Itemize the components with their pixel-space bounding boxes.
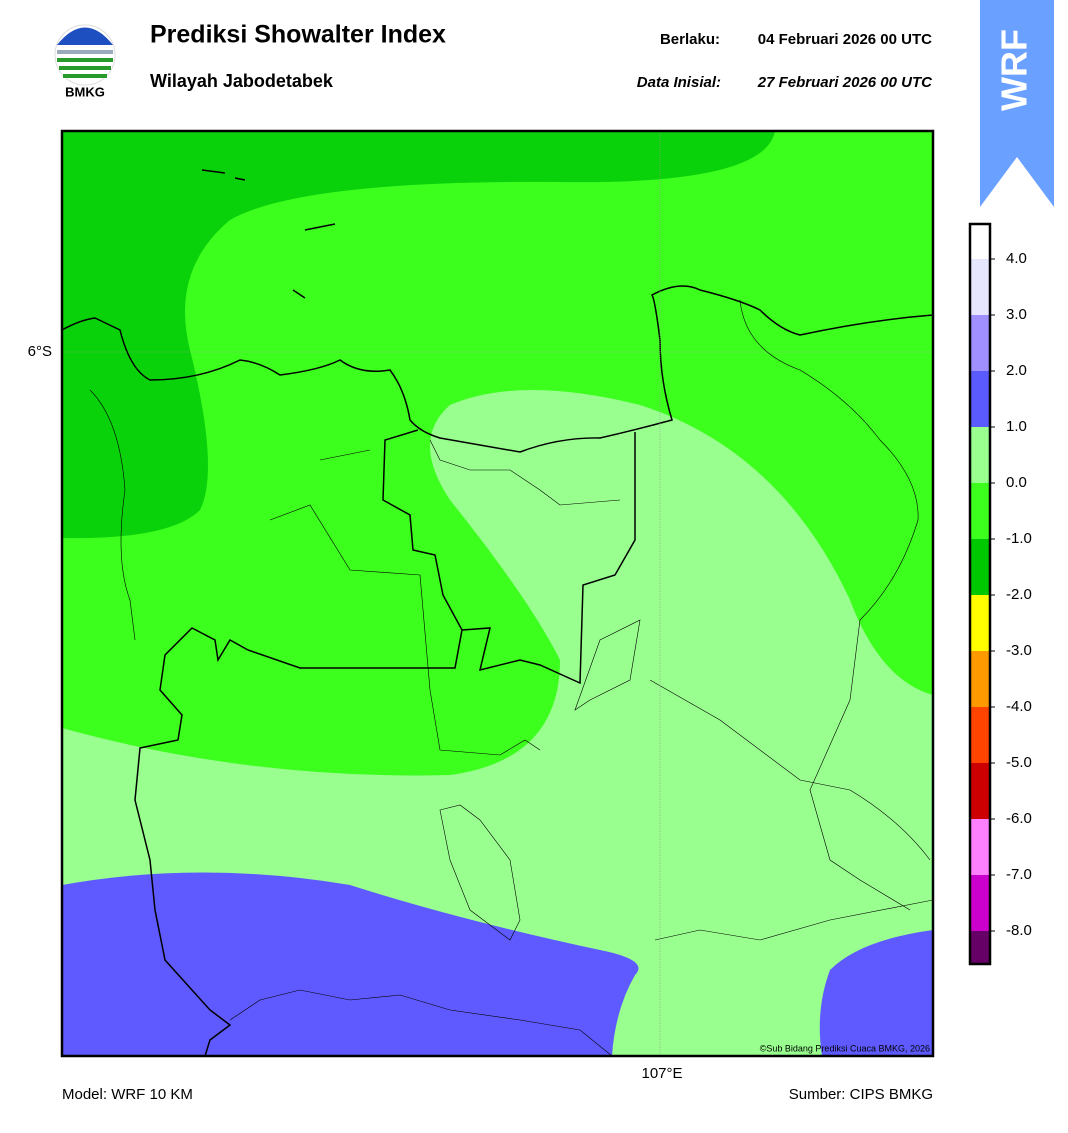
valid-date: 04 Februari 2026 00 UTC <box>758 31 932 48</box>
subtitle: Wilayah Jabodetabek <box>150 71 334 91</box>
colorbar-label: -6.0 <box>1006 810 1032 827</box>
colorbar-swatch <box>970 707 990 763</box>
init-label: Data Inisial: <box>637 74 721 91</box>
colorbar-label: 0.0 <box>1006 474 1027 491</box>
colorbar-swatch <box>970 224 990 259</box>
colorbar-label: -2.0 <box>1006 586 1032 603</box>
colorbar-label: -1.0 <box>1006 530 1032 547</box>
colorbar-swatch <box>970 875 990 931</box>
title: Prediksi Showalter Index <box>150 21 446 49</box>
colorbar-label: -3.0 <box>1006 642 1032 659</box>
credit: ©Sub Bidang Prediksi Cuaca BMKG, 2026 <box>760 1043 930 1053</box>
colorbar-swatch <box>970 539 990 595</box>
init-date: 27 Februari 2026 00 UTC <box>757 74 933 91</box>
colorbar-swatch <box>970 427 990 483</box>
colorbar-swatch <box>970 259 990 315</box>
colorbar-frame <box>968 222 992 966</box>
colorbar-swatch <box>970 819 990 875</box>
footer-source: Sumber: CIPS BMKG <box>789 1086 933 1103</box>
colorbar-swatch <box>970 763 990 819</box>
colorbar-label: 1.0 <box>1006 418 1027 435</box>
colorbar-label: 3.0 <box>1006 306 1027 323</box>
colorbar-label: -5.0 <box>1006 754 1032 771</box>
valid-label: Berlaku: <box>660 31 720 48</box>
colorbar-swatch <box>970 931 990 964</box>
colorbar-swatch <box>970 315 990 371</box>
colorbar-swatch <box>970 483 990 539</box>
logo-text: BMKG <box>65 84 105 99</box>
wrf-badge <box>980 0 1054 207</box>
colorbar-label: -7.0 <box>1006 866 1032 883</box>
colorbar-label: 2.0 <box>1006 362 1027 379</box>
colorbar-label: -8.0 <box>1006 922 1032 939</box>
colorbar: 4.0 3.0 2.0 1.0 0.0 -1.0 -2.0 -3.0 -4.0 -5.0 -6.0 -… <box>968 222 1032 966</box>
lat-label: 6°S <box>28 343 52 360</box>
footer-model: Model: WRF 10 KM <box>62 1086 193 1103</box>
lon-label: 107°E <box>641 1065 682 1082</box>
colorbar-swatch <box>970 595 990 651</box>
colorbar-swatch <box>970 651 990 707</box>
colorbar-label: -4.0 <box>1006 698 1032 715</box>
colorbar-swatch <box>970 371 990 427</box>
colorbar-label: 4.0 <box>1006 250 1027 267</box>
logo: BMKG <box>54 24 116 99</box>
map-frame <box>60 129 935 1058</box>
badge-text: WRF <box>994 29 1035 111</box>
map-field: ©Sub Bidang Prediksi Cuaca BMKG, 2026 <box>62 131 933 1056</box>
